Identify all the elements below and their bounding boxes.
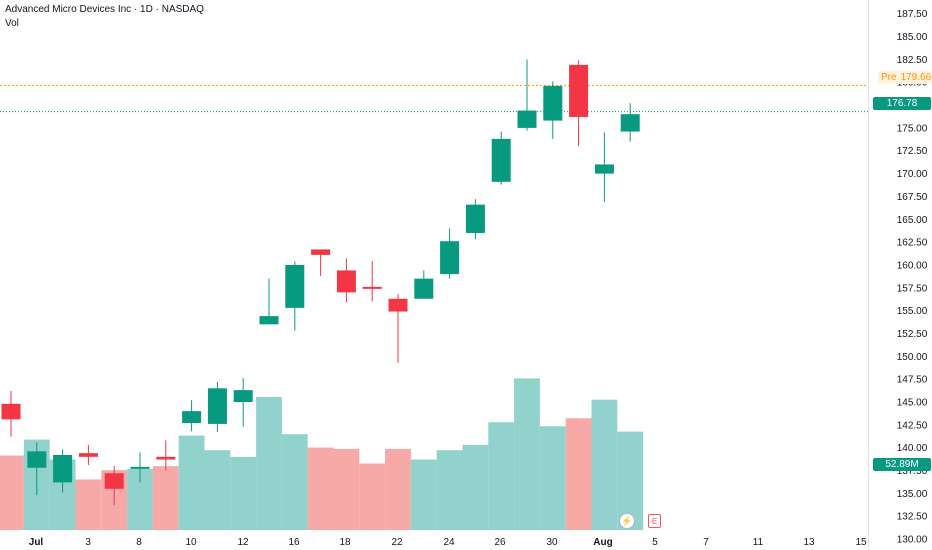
candle-body[interactable] xyxy=(569,64,589,117)
candle-body[interactable] xyxy=(620,114,640,132)
time-axis-label: 13 xyxy=(803,537,815,548)
time-axis-label: 10 xyxy=(185,537,197,548)
price-tick-label: 132.50 xyxy=(897,512,928,523)
time-axis-label: 8 xyxy=(136,537,142,548)
candle-body[interactable] xyxy=(78,453,98,457)
time-axis-label: 15 xyxy=(855,537,867,548)
price-tick-label: 147.50 xyxy=(897,375,928,386)
time-axis-label: Aug xyxy=(593,537,612,548)
price-tick-label: 137.50 xyxy=(897,466,928,477)
price-tick-label: 162.50 xyxy=(897,238,928,249)
candle-body[interactable] xyxy=(465,204,485,233)
price-tick-label: 157.50 xyxy=(897,283,928,294)
price-tick-label: 167.50 xyxy=(897,192,928,203)
volume-bar xyxy=(514,378,540,530)
earnings-marker-icon[interactable]: E xyxy=(648,514,661,528)
candle-body[interactable] xyxy=(53,454,73,483)
candle-body[interactable] xyxy=(336,270,356,293)
volume-bar xyxy=(333,448,360,530)
candle-body[interactable] xyxy=(362,286,382,289)
volume-bar xyxy=(385,448,411,530)
time-axis-label: 16 xyxy=(288,537,300,548)
candle-body[interactable] xyxy=(1,403,21,420)
candle-body[interactable] xyxy=(285,264,305,308)
time-axis-label: 5 xyxy=(652,537,658,548)
volume-legend-label[interactable]: Vol xyxy=(5,18,19,29)
time-axis-label: 18 xyxy=(339,537,351,548)
volume-bar xyxy=(307,447,334,530)
candle-body[interactable] xyxy=(130,466,150,469)
candle-body[interactable] xyxy=(207,388,227,424)
volume-bar xyxy=(204,450,231,530)
candle-body[interactable] xyxy=(414,278,434,299)
price-tick-label: 185.00 xyxy=(897,32,928,43)
candle-body[interactable] xyxy=(104,473,124,489)
time-axis-label: 3 xyxy=(85,537,91,548)
price-tick-label: 182.50 xyxy=(897,55,928,66)
price-tick-label: 165.00 xyxy=(897,215,928,226)
volume-bar xyxy=(230,456,257,530)
price-scale-divider xyxy=(868,0,869,550)
price-tick-label: 150.00 xyxy=(897,352,928,363)
price-tick-label: 155.00 xyxy=(897,306,928,317)
price-tick-label: 152.50 xyxy=(897,329,928,340)
candle-body[interactable] xyxy=(440,241,460,275)
volume-bar xyxy=(256,397,282,530)
pre-market-price-tag: Pre 179.66 xyxy=(878,71,932,84)
price-tick-label: 142.50 xyxy=(897,420,928,431)
price-tick-label: 135.00 xyxy=(897,489,928,500)
time-axis-label: 11 xyxy=(753,537,764,548)
price-candles xyxy=(1,59,640,506)
candle-body[interactable] xyxy=(27,451,47,468)
time-axis-labels: Jul 3 8 10 12 16 18 22 24 26 30 Aug 5 7 11 13 15 xyxy=(29,537,867,548)
time-axis-label: 26 xyxy=(494,537,506,548)
last-price-tag: 176.78 xyxy=(873,97,931,110)
price-tick-label: 170.00 xyxy=(897,169,928,180)
volume-bar xyxy=(436,450,463,530)
time-axis-label: 30 xyxy=(546,537,558,548)
volume-bar xyxy=(539,426,566,530)
candle-body[interactable] xyxy=(233,390,253,402)
price-tick-label: 175.00 xyxy=(897,123,928,134)
volume-bar xyxy=(0,455,24,530)
price-tick-label: 187.50 xyxy=(897,9,928,20)
candle-body[interactable] xyxy=(491,138,511,182)
price-tick-label: 130.00 xyxy=(897,535,928,546)
pre-market-label: Pre xyxy=(881,72,897,83)
volume-bar xyxy=(281,434,308,530)
candle-body[interactable] xyxy=(311,249,331,255)
candle-body[interactable] xyxy=(517,110,537,128)
time-axis-label: 12 xyxy=(237,537,249,548)
candle-body[interactable] xyxy=(388,298,408,312)
time-axis-label: 22 xyxy=(391,537,403,548)
volume-bar xyxy=(75,479,102,530)
candle-body[interactable] xyxy=(543,85,563,121)
volume-bar xyxy=(359,463,386,530)
candle-body[interactable] xyxy=(594,164,614,174)
candle-body[interactable] xyxy=(259,316,279,325)
candle-body[interactable] xyxy=(182,411,202,424)
candle-body[interactable] xyxy=(156,456,176,460)
volume-value-tag: 52.89M xyxy=(873,458,931,471)
volume-bars xyxy=(0,378,644,530)
lightning-icon[interactable]: ⚡ xyxy=(619,513,635,529)
price-tick-label: 160.00 xyxy=(897,260,928,271)
pre-market-value: 179.66 xyxy=(900,72,932,83)
price-tick-label: 172.50 xyxy=(897,146,928,157)
volume-bar xyxy=(488,422,515,530)
time-axis-label: 7 xyxy=(703,537,709,548)
volume-bar xyxy=(178,435,205,530)
volume-bar xyxy=(410,459,437,530)
volume-bar xyxy=(591,399,618,530)
volume-bar xyxy=(565,418,592,530)
price-scale-ticks: 187.50185.00182.50180.00177.50175.00172.… xyxy=(897,9,928,545)
time-axis-label: Jul xyxy=(29,537,44,548)
symbol-title[interactable]: Advanced Micro Devices Inc · 1D · NASDAQ xyxy=(5,4,204,15)
time-axis-label: 24 xyxy=(443,537,455,548)
price-tick-label: 140.00 xyxy=(897,443,928,454)
price-tick-label: 145.00 xyxy=(897,397,928,408)
volume-bar xyxy=(152,466,179,530)
volume-bar xyxy=(462,444,489,530)
